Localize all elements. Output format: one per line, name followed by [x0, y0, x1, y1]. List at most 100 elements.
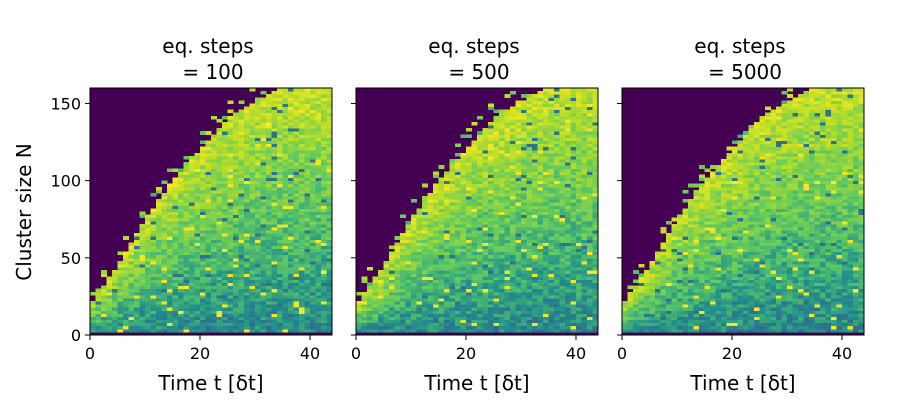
heatmap-cell [293, 233, 300, 237]
heatmap-cell [405, 251, 412, 256]
heatmap-cell [172, 233, 179, 237]
heatmap-cell [515, 202, 522, 206]
heatmap-cell [167, 199, 173, 203]
heatmap-cell [515, 196, 522, 200]
heatmap-cell [310, 233, 316, 237]
heatmap-cell [321, 143, 327, 148]
heatmap-cell [205, 297, 212, 302]
heatmap-cell [521, 331, 527, 336]
heatmap-cell [101, 301, 107, 305]
heatmap-cell [211, 226, 217, 231]
heatmap-cell [293, 196, 300, 200]
heatmap-cell [570, 263, 577, 268]
heatmap-cell [493, 260, 500, 265]
heatmap-cell [167, 217, 173, 222]
heatmap-cell [471, 233, 478, 237]
heatmap-cell [216, 319, 223, 324]
heatmap-cell [299, 331, 305, 336]
heatmap-cell [460, 307, 467, 311]
heatmap-cell [172, 199, 179, 203]
heatmap-cell [576, 288, 582, 293]
heatmap-cell [282, 254, 289, 259]
heatmap-cell [411, 248, 417, 253]
heatmap-cell [255, 313, 261, 317]
heatmap-cell [570, 103, 577, 108]
heatmap-cell [548, 131, 555, 135]
heatmap-cell [112, 310, 118, 314]
heatmap-cell [576, 211, 582, 216]
heatmap-cell [361, 331, 368, 336]
heatmap-cell [216, 202, 223, 206]
heatmap-cell [449, 251, 456, 256]
heatmap-cell [145, 236, 151, 240]
heatmap-cell [161, 328, 168, 333]
heatmap-cell [466, 202, 472, 206]
heatmap-cell [216, 186, 223, 191]
heatmap-cell [222, 196, 228, 200]
heatmap-cell [128, 313, 135, 317]
heatmap-cell [249, 307, 256, 311]
heatmap-cell [321, 202, 327, 206]
heatmap-cell [493, 328, 500, 333]
heatmap-cell [433, 254, 439, 259]
heatmap-cell [167, 226, 173, 231]
heatmap-cell [526, 233, 533, 237]
heatmap-cell [244, 319, 250, 324]
heatmap-cell [433, 282, 439, 287]
heatmap-cell [438, 165, 445, 169]
heatmap-cell [499, 294, 505, 299]
heatmap-cell [493, 121, 500, 126]
heatmap-cell [400, 304, 406, 308]
heatmap-cell [172, 257, 179, 262]
heatmap-cell [255, 257, 261, 262]
heatmap-cell [194, 248, 201, 253]
heatmap-cell [576, 313, 582, 317]
heatmap-cell [565, 267, 571, 271]
heatmap-cell [521, 162, 527, 166]
heatmap-cell [493, 304, 500, 308]
heatmap-cell [266, 226, 272, 231]
heatmap-cell [266, 115, 272, 120]
heatmap-cell [326, 260, 333, 265]
heatmap-cell [321, 115, 327, 120]
heatmap-cell [315, 94, 322, 98]
heatmap-cell [537, 316, 544, 321]
heatmap-cell [570, 279, 577, 284]
heatmap-cell [532, 276, 538, 280]
heatmap-cell [466, 310, 472, 314]
heatmap-cell [493, 205, 500, 209]
heatmap-cell [471, 180, 478, 185]
heatmap-cell [576, 310, 582, 314]
heatmap-cell [238, 270, 245, 274]
heatmap-cell [271, 220, 278, 225]
heatmap-cell [145, 301, 151, 305]
heatmap-cell [321, 162, 327, 166]
heatmap-cell [565, 254, 571, 259]
heatmap-cell [532, 159, 538, 163]
heatmap-cell [211, 205, 217, 209]
heatmap-cell [548, 97, 555, 101]
heatmap-cell [282, 325, 289, 330]
heatmap-cell [304, 186, 311, 191]
heatmap-cell [576, 103, 582, 108]
heatmap-cell [367, 285, 373, 290]
heatmap-cell [455, 282, 461, 287]
heatmap-cell [422, 251, 428, 256]
heatmap-cell [427, 310, 434, 314]
heatmap-cell [444, 239, 450, 243]
heatmap-cell [194, 177, 201, 182]
heatmap-cell [510, 226, 516, 231]
heatmap-cell [438, 205, 445, 209]
heatmap-cell [537, 91, 544, 95]
heatmap-cell [499, 233, 505, 237]
heatmap-cell [216, 316, 223, 321]
heatmap-cell [90, 328, 96, 333]
heatmap-cell [532, 112, 538, 117]
heatmap-cell [183, 331, 190, 336]
heatmap-cell [326, 189, 333, 194]
heatmap-cell [433, 301, 439, 305]
heatmap-cell [326, 171, 333, 175]
heatmap-cell [416, 242, 423, 246]
heatmap-cell [449, 310, 456, 314]
heatmap-cell [422, 301, 428, 305]
